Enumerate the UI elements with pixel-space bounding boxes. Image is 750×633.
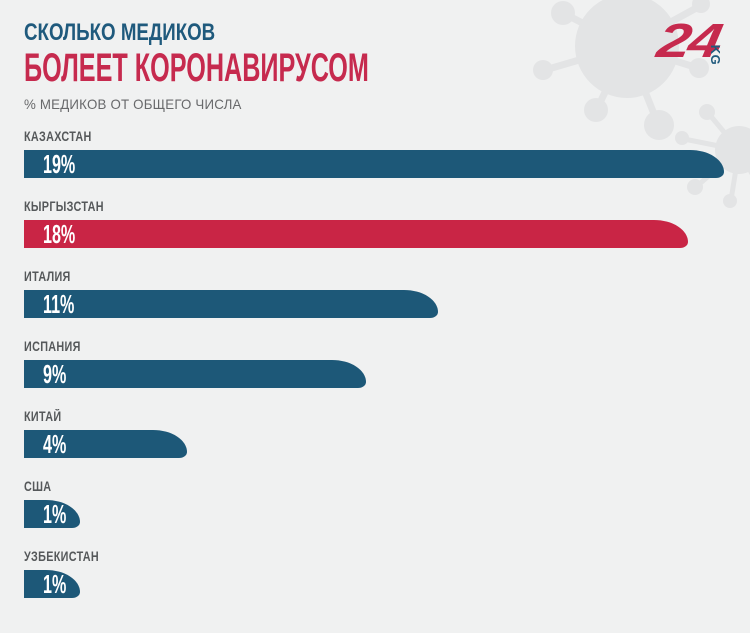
chart-row: ИТАЛИЯ 11%: [24, 269, 750, 319]
bar-value: 1%: [43, 499, 67, 529]
country-label: КАЗАХСТАН: [24, 129, 92, 144]
bar-normal: 11%: [24, 289, 438, 319]
chart-row: УЗБЕКИСТАН 1%: [24, 549, 750, 599]
country-label: КИТАЙ: [24, 409, 62, 424]
bar-chart: КАЗАХСТАН 19% КЫРГЫЗСТАН 18% ИТАЛИЯ 11% ИСПАНИ…: [24, 130, 750, 620]
bar-highlight: 18%: [24, 219, 688, 249]
chart-row: ИСПАНИЯ 9%: [24, 339, 750, 389]
chart-row: США 1%: [24, 479, 750, 529]
bar-value: 19%: [43, 149, 76, 179]
country-label: ИТАЛИЯ: [24, 269, 71, 284]
bar-value: 11%: [43, 289, 75, 319]
country-label: США: [24, 479, 52, 494]
bar-value: 9%: [43, 359, 67, 389]
page-title-line2: БОЛЕЕТ КОРОНАВИРУСОМ: [24, 46, 369, 90]
logo-24kg: 24 KG: [653, 15, 743, 70]
bar-normal: 9%: [24, 359, 366, 389]
chart-row: КАЗАХСТАН 19%: [24, 129, 750, 179]
bar-value: 18%: [43, 219, 76, 249]
chart-subtitle: % МЕДИКОВ ОТ ОБЩЕГО ЧИСЛА: [24, 96, 242, 112]
header: СКОЛЬКО МЕДИКОВ БОЛЕЕТ КОРОНАВИРУСОМ % М…: [24, 19, 571, 113]
chart-row: КЫРГЫЗСТАН 18%: [24, 199, 750, 249]
bar-normal: 1%: [24, 499, 80, 529]
page-title-line1: СКОЛЬКО МЕДИКОВ: [24, 19, 216, 46]
bar-normal: 19%: [24, 149, 724, 179]
bar-value: 1%: [43, 569, 67, 599]
bar-normal: 1%: [24, 569, 80, 599]
bar-normal: 4%: [24, 429, 187, 459]
bar-value: 4%: [43, 429, 67, 459]
chart-row: КИТАЙ 4%: [24, 409, 750, 459]
logo-kg-mark: KG: [708, 44, 723, 66]
country-label: КЫРГЫЗСТАН: [24, 199, 104, 214]
country-label: ИСПАНИЯ: [24, 339, 81, 354]
country-label: УЗБЕКИСТАН: [24, 549, 100, 564]
